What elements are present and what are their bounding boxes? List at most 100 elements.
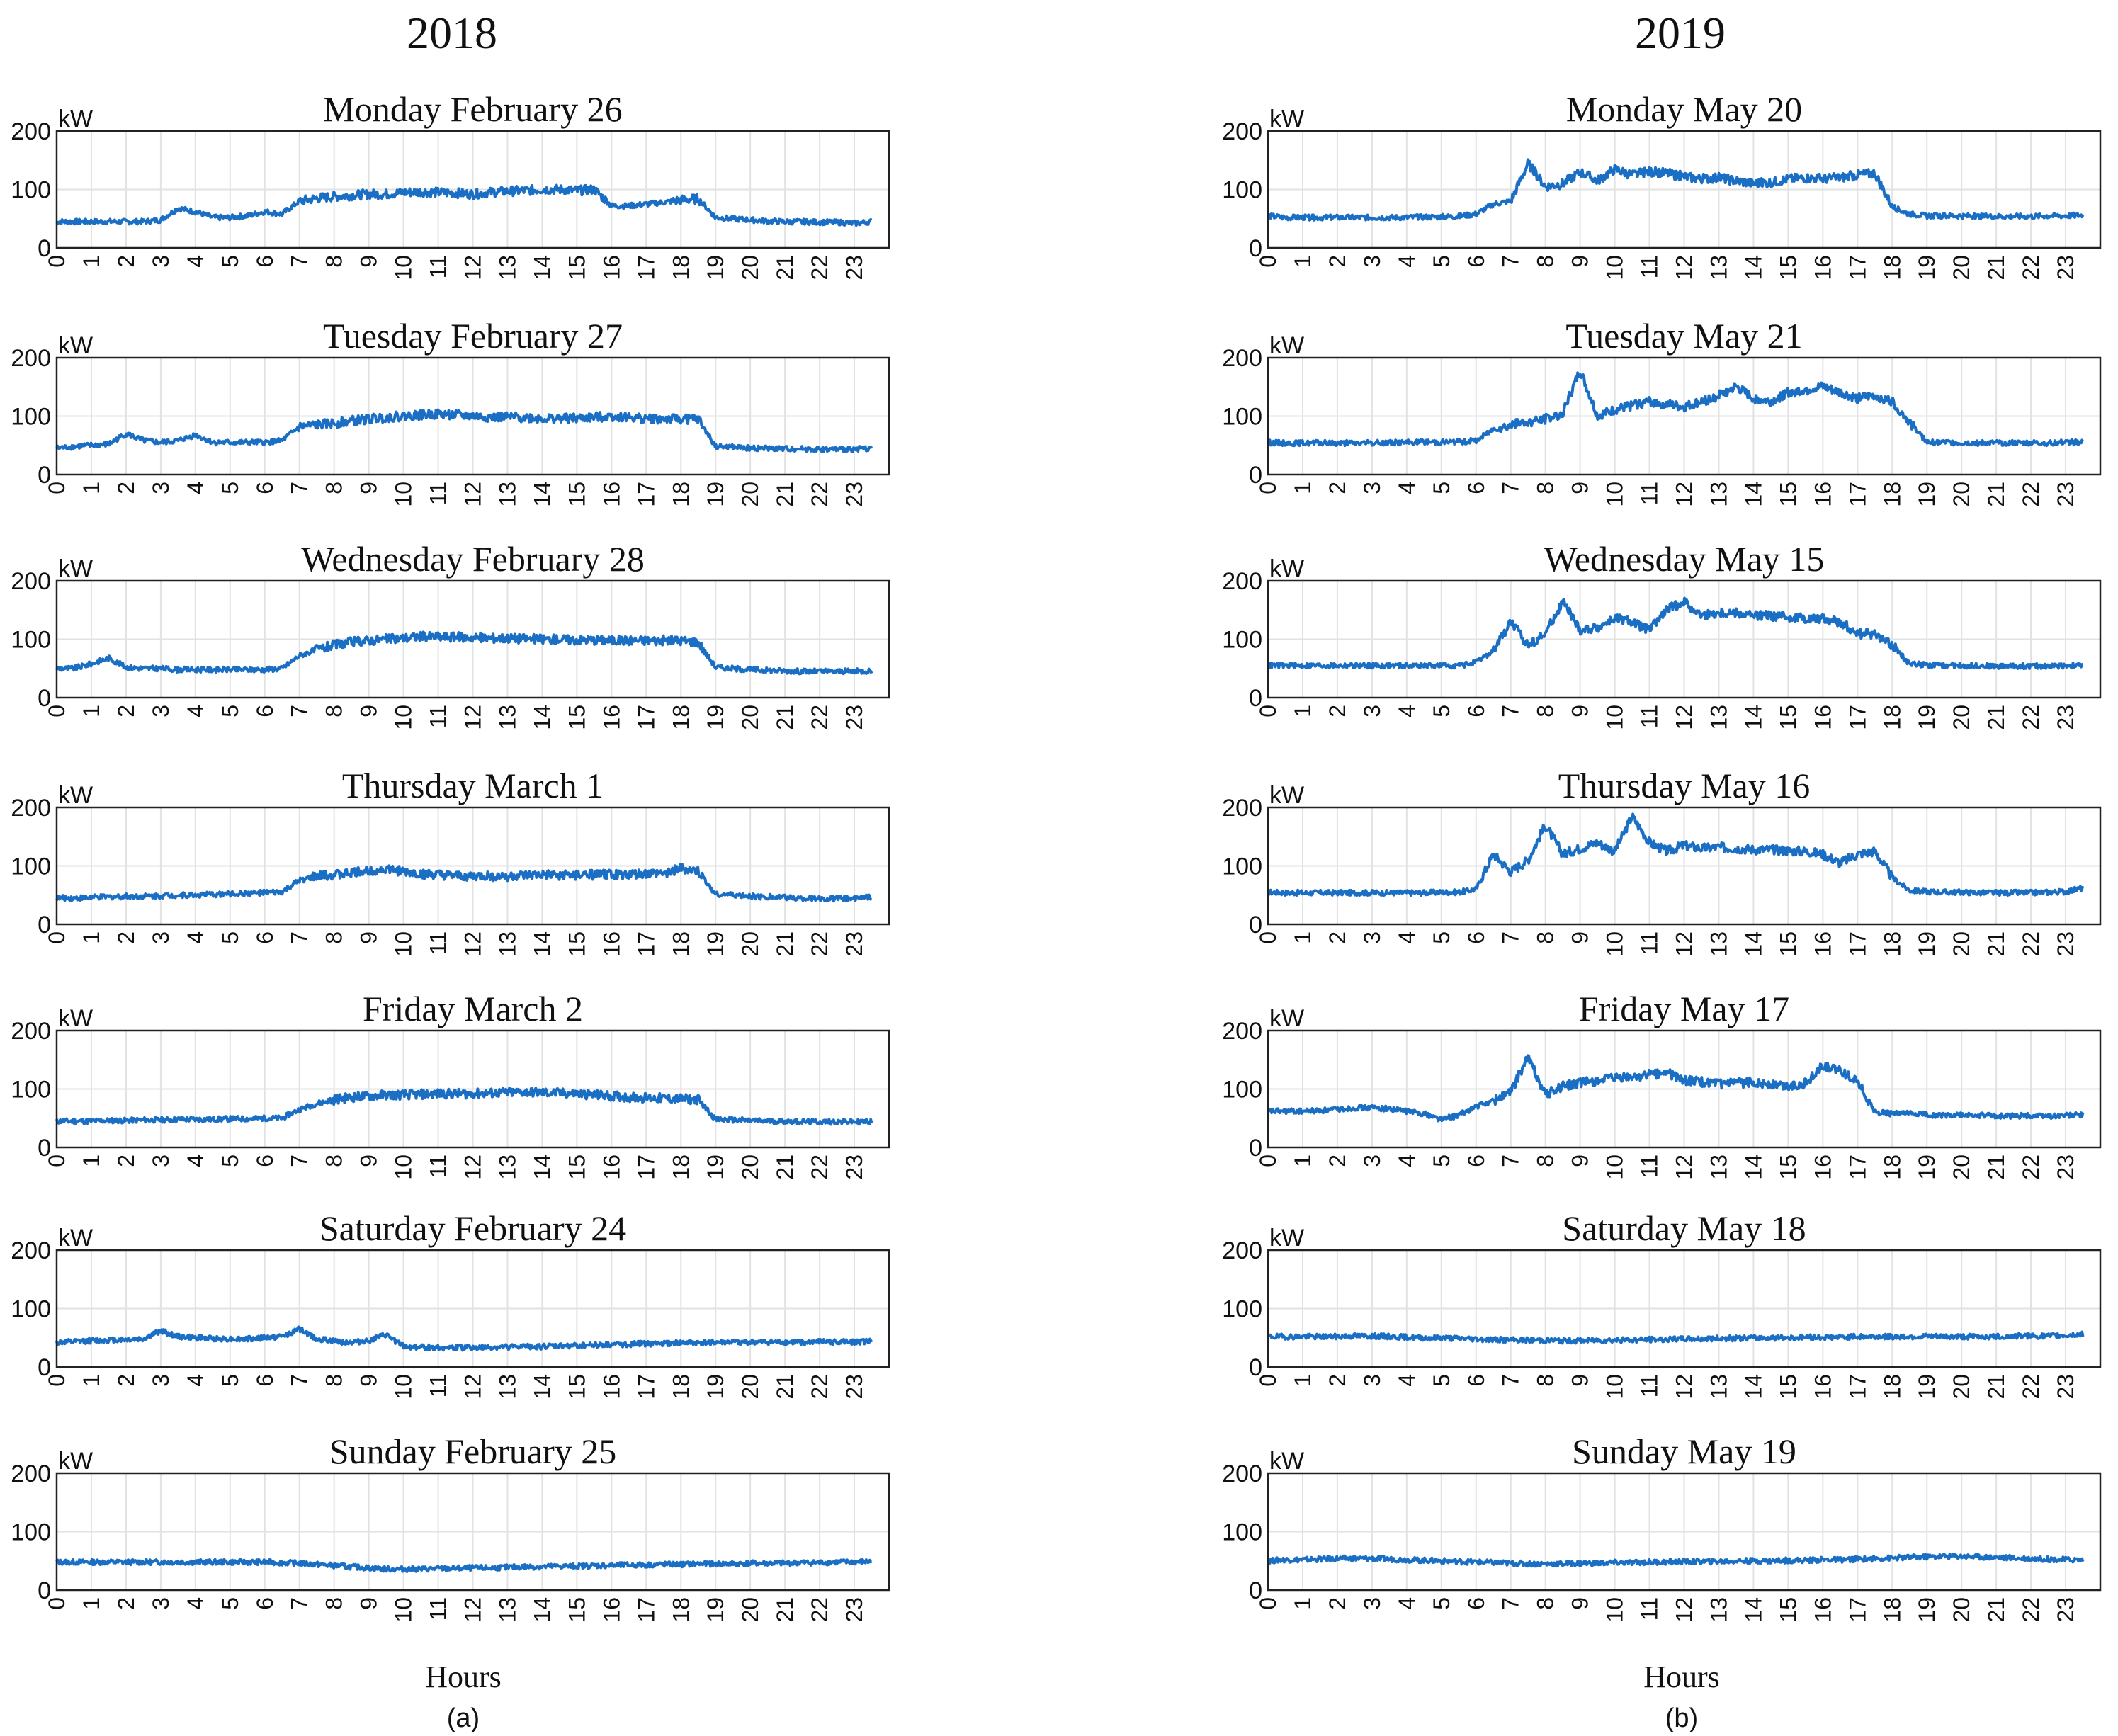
x-tick-label: 6: [252, 1597, 278, 1610]
x-tick-label: 21: [772, 1597, 798, 1623]
y-tick-label: 200: [1222, 1460, 1262, 1487]
x-tick-label: 20: [737, 1597, 763, 1623]
x-tick-label: 9: [1568, 1597, 1593, 1610]
x-tick-label: 15: [1775, 931, 1801, 957]
x-tick-label: 15: [564, 1155, 589, 1180]
x-tick-label: 20: [1949, 1155, 1974, 1180]
x-tick-label: 0: [44, 931, 69, 944]
y-tick-label: 0: [38, 1354, 51, 1381]
x-tick-label: 6: [252, 482, 278, 494]
x-tick-label: 21: [1983, 931, 2009, 957]
x-tick-label: 10: [391, 931, 417, 957]
x-tick-label: 6: [252, 1155, 278, 1167]
x-tick-label: 2: [113, 931, 139, 944]
x-tick-label: 9: [1568, 705, 1593, 717]
x-tick-label: 13: [1706, 705, 1731, 730]
plot-frame: [55, 356, 890, 476]
x-tick-label: 6: [1463, 931, 1489, 944]
chart-title: Saturday May 18: [1562, 1208, 1806, 1248]
x-tick-label: 19: [1914, 931, 1939, 957]
plot-frame: [55, 806, 890, 926]
y-tick-label: 0: [38, 912, 51, 938]
y-tick-label: 200: [11, 568, 51, 595]
x-tick-label: 3: [1359, 1374, 1385, 1387]
x-tick-label: 13: [1706, 1155, 1731, 1180]
x-tick-label: 19: [703, 255, 728, 280]
x-tick-label: 15: [1775, 705, 1801, 730]
x-tick-label: 22: [2018, 1155, 2044, 1180]
x-tick-label: 4: [183, 931, 208, 944]
plot-frame: [1267, 579, 2102, 699]
chart-title: Wednesday May 15: [1544, 539, 1825, 579]
x-tick-label: 13: [494, 1155, 520, 1180]
load-series-line: [55, 630, 873, 676]
x-tick-label: 10: [391, 482, 417, 507]
x-tick-label: 20: [737, 482, 763, 507]
x-tick-label: 0: [44, 482, 69, 494]
y-tick-label: 0: [38, 1577, 51, 1604]
x-tick-label: 21: [1983, 255, 2009, 280]
x-axis-label-2019: Hours: [1643, 1660, 1720, 1694]
x-tick-label: 13: [494, 931, 520, 957]
y-axis-unit-label: kW: [58, 1225, 93, 1252]
x-tick-label: 4: [183, 1597, 208, 1610]
x-tick-label: 9: [356, 1374, 382, 1387]
y-axis-unit-label: kW: [1269, 555, 1304, 582]
x-tick-label: 11: [1637, 1155, 1663, 1178]
x-tick-label: 14: [529, 482, 555, 507]
x-tick-label: 14: [1740, 1374, 1766, 1400]
x-tick-label: 5: [1429, 931, 1454, 944]
x-tick-label: 9: [356, 255, 382, 268]
x-tick-label: 21: [772, 482, 798, 507]
x-tick-label: 14: [1740, 1597, 1766, 1623]
x-tick-label: 17: [633, 1597, 659, 1623]
load-series-line: [55, 408, 873, 453]
x-tick-label: 20: [737, 1155, 763, 1180]
x-tick-label: 19: [703, 931, 728, 957]
x-tick-label: 19: [1914, 255, 1939, 280]
x-tick-label: 4: [183, 1374, 208, 1387]
x-tick-label: 19: [703, 1597, 728, 1623]
x-tick-label: 23: [842, 1597, 867, 1623]
x-tick-label: 21: [772, 1155, 798, 1180]
y-axis-unit-label: kW: [1269, 332, 1304, 359]
x-tick-label: 5: [217, 705, 243, 717]
x-tick-label: 5: [1429, 1155, 1454, 1167]
x-tick-label: 7: [287, 931, 312, 944]
x-tick-label: 3: [1359, 482, 1385, 494]
x-tick-label: 7: [1498, 705, 1524, 717]
x-tick-label: 16: [1810, 931, 1835, 957]
y-tick-label: 100: [1222, 1296, 1262, 1323]
x-tick-label: 10: [1602, 1374, 1628, 1400]
x-tick-label: 21: [1983, 1374, 2009, 1400]
x-tick-label: 18: [668, 255, 693, 280]
x-tick-label: 18: [668, 931, 693, 957]
plot-frame: [1267, 1472, 2102, 1592]
x-tick-label: 5: [1429, 255, 1454, 268]
x-tick-label: 11: [426, 931, 451, 955]
y-tick-label: 200: [11, 1460, 51, 1487]
x-tick-label: 15: [564, 482, 589, 507]
x-tick-label: 0: [44, 255, 69, 268]
x-tick-label: 22: [807, 1374, 832, 1400]
x-tick-label: 22: [2018, 931, 2044, 957]
plot-frame: [1267, 1249, 2102, 1368]
y-tick-label: 200: [11, 118, 51, 145]
x-tick-label: 23: [842, 255, 867, 280]
load-series-line: [1267, 1054, 2085, 1123]
x-tick-label: 10: [391, 1597, 417, 1623]
x-tick-label: 19: [1914, 482, 1939, 507]
x-tick-label: 22: [807, 931, 832, 957]
x-tick-label: 8: [322, 255, 347, 268]
x-tick-label: 2: [1325, 1597, 1350, 1610]
load-series-line: [1267, 596, 2084, 671]
x-tick-label: 19: [1914, 1155, 1939, 1180]
x-tick-label: 3: [148, 482, 174, 494]
x-tick-label: 0: [1255, 931, 1281, 944]
x-tick-label: 10: [391, 255, 417, 280]
x-tick-label: 7: [1498, 931, 1524, 944]
x-tick-label: 12: [460, 255, 486, 280]
x-tick-label: 6: [252, 931, 278, 944]
